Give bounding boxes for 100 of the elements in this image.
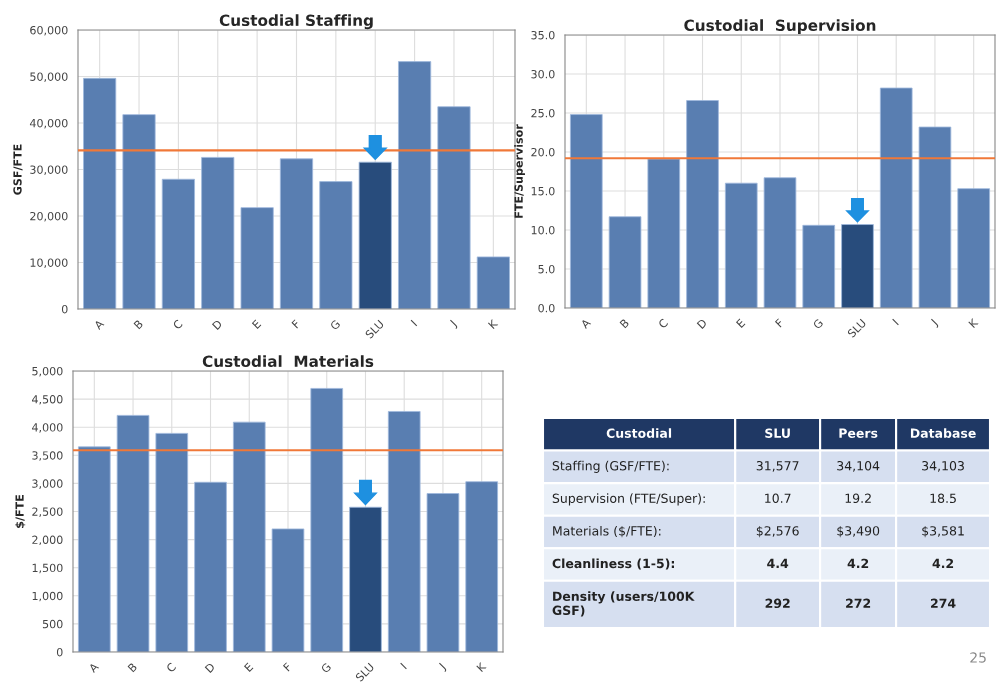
x-tick-label: A (88, 662, 100, 674)
bar (763, 177, 797, 308)
bar (608, 216, 642, 308)
bar (201, 156, 235, 309)
bar (271, 528, 305, 652)
bar (426, 493, 460, 652)
y-tick-label: 4,000 (32, 423, 63, 433)
x-tick-label: J (448, 319, 459, 329)
text: 18.5 (930, 493, 956, 504)
bar (802, 224, 836, 308)
x-tick-label: G (320, 662, 332, 674)
bar (724, 182, 758, 308)
bar (879, 87, 913, 308)
y-tick-label: 0 (56, 647, 63, 657)
y-tick-label: 5.0 (538, 264, 555, 274)
text: 272 (846, 598, 871, 608)
x-tick-label: K (476, 661, 487, 673)
bar (279, 158, 314, 309)
x-tick-label: I (892, 318, 899, 326)
x-tick-label: F (291, 319, 301, 329)
text: 34,103 (922, 461, 964, 472)
y-tick-label: 40,000 (29, 118, 68, 129)
text: 4.2 (932, 558, 954, 568)
text: 34,104 (837, 461, 880, 472)
bar (387, 411, 421, 652)
text: Supervision (FTE/Super): (552, 493, 705, 506)
category-label: Database (910, 428, 976, 438)
bar (83, 77, 117, 309)
text: 292 (765, 598, 790, 609)
y-tick-label: 0.0 (538, 303, 555, 313)
y-tick-label: 50,000 (30, 72, 68, 83)
y-tick-label: 60,000 (30, 25, 68, 36)
y-tick-label: 1,000 (32, 591, 63, 602)
y-tick-label: 10,000 (30, 258, 68, 269)
bar (194, 481, 227, 652)
category-label: Custodial (606, 428, 672, 438)
text: $3,490 (837, 525, 880, 538)
y-tick-label: 2,500 (32, 507, 63, 518)
x-tick-label: G (812, 318, 824, 330)
bar (570, 114, 603, 308)
y-tick-label: 30,000 (30, 165, 68, 176)
text: Density (users/100K GSF) (552, 591, 695, 617)
text: 10.7 (765, 493, 791, 504)
bar (161, 178, 195, 309)
bar (155, 432, 189, 652)
bar (398, 61, 432, 309)
x-tick-label: F (282, 662, 292, 672)
bar (437, 106, 471, 309)
text: 19.2 (845, 493, 871, 504)
text: 274 (931, 598, 956, 608)
bar (116, 414, 150, 652)
x-tick-label: K (487, 318, 499, 330)
x-tick-label: G (329, 319, 341, 331)
y-tick-label: 25.0 (531, 108, 555, 118)
text: 4.4 (767, 558, 789, 568)
bar (319, 181, 353, 309)
text: 25 (970, 652, 986, 663)
category-label: Peers (839, 428, 878, 438)
bar (918, 126, 952, 308)
text: Cleanliness (1-5): (552, 558, 674, 570)
y-tick-label: 2,000 (32, 535, 63, 546)
x-tick-label: A (93, 319, 105, 331)
y-axis-title: GSF/FTE (13, 144, 23, 195)
bar (232, 421, 266, 652)
bar (686, 100, 719, 308)
y-axis-title: $/FTE (15, 495, 26, 528)
text: 31,577 (756, 461, 799, 472)
category-label: SLU (765, 428, 790, 438)
x-tick-label: C (657, 318, 669, 329)
bar (310, 388, 344, 652)
y-axis-title: FTE/Supervisor (514, 124, 525, 218)
bar (240, 207, 274, 309)
x-tick-label: B (133, 319, 144, 330)
x-tick-label: E (243, 662, 254, 672)
x-tick-label: C (165, 662, 177, 673)
bar (122, 114, 156, 309)
text: $2,576 (756, 525, 799, 538)
y-tick-label: 20.0 (531, 147, 555, 157)
x-tick-label: D (211, 319, 223, 330)
bar (476, 256, 510, 309)
y-tick-label: 20,000 (30, 211, 68, 222)
bar (465, 481, 498, 652)
x-tick-label: K (968, 317, 979, 329)
bar (78, 446, 111, 652)
x-tick-label: I (410, 319, 418, 327)
x-tick-label: B (127, 662, 138, 673)
y-tick-label: 500 (42, 619, 63, 629)
text: 4.2 (847, 558, 869, 568)
y-tick-label: 3,000 (32, 479, 63, 489)
x-tick-label: I (400, 662, 407, 670)
x-tick-label: C (172, 319, 183, 330)
text: Materials ($/FTE): (553, 525, 661, 538)
x-tick-label: D (696, 318, 708, 329)
x-tick-label: A (580, 318, 592, 330)
x-tick-label: D (204, 662, 216, 673)
x-tick-label: E (735, 318, 746, 328)
y-tick-label: 3,500 (32, 451, 63, 461)
bar (647, 158, 681, 308)
chart-title: Custodial Supervision (684, 19, 876, 35)
bar (957, 188, 990, 308)
